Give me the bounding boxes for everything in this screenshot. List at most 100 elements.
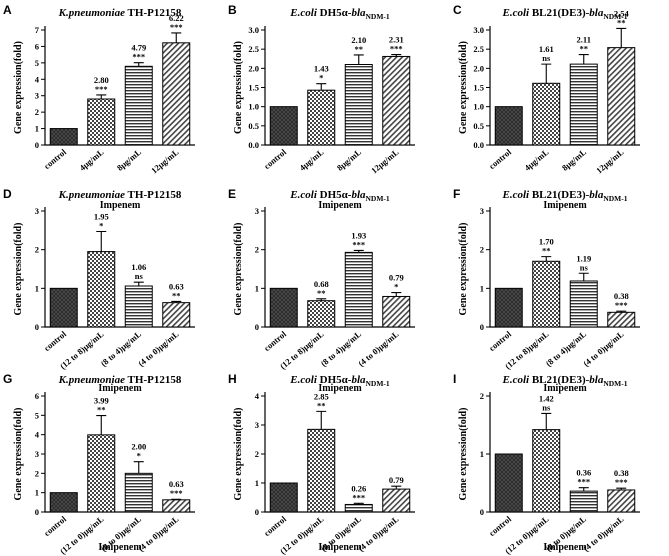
chart-title: E.coli DH5α-blaNDM-1: [289, 7, 390, 21]
significance-label: ***: [352, 492, 365, 502]
bar: [607, 47, 636, 146]
y-tick-label: 1: [480, 283, 484, 293]
bar: [87, 98, 116, 146]
significance-label: ns: [135, 271, 144, 281]
x-axis-label: Imipenem: [98, 542, 142, 553]
category-label: (4 to 0)μg/mL: [581, 514, 626, 554]
bar: [607, 489, 636, 513]
title-part: BL21(DE3)-: [529, 189, 590, 201]
significance-label: *: [394, 282, 398, 292]
error-bar: [353, 54, 364, 65]
value-label: 0.38: [614, 468, 629, 478]
panel-letter: C: [453, 3, 462, 17]
error-bar: [171, 32, 182, 43]
error-bar: [541, 63, 552, 84]
title-part: bla: [589, 374, 604, 386]
category-label: (4 to 0)μg/mL: [356, 514, 401, 554]
y-tick-label: 0.0: [248, 140, 259, 150]
bar: [162, 499, 191, 513]
panel-b: B E.coli DH5α-blaNDM-10.00.51.01.52.02.53…: [228, 3, 415, 211]
bar: [532, 429, 561, 513]
error-bar: [96, 230, 107, 252]
value-label: 6.22: [169, 13, 184, 23]
y-tick-label: 3: [480, 206, 484, 216]
panel-letter: F: [453, 187, 460, 201]
bar: [382, 488, 411, 513]
bar: [607, 311, 636, 328]
y-tick-label: 2.5: [473, 44, 484, 54]
y-tick-label: 2: [35, 107, 39, 117]
value-label: 2.54: [614, 8, 630, 18]
error-bar: [133, 62, 144, 67]
significance-label: ns: [542, 53, 551, 63]
value-label: 2.31: [389, 35, 404, 45]
y-tick-label: 1: [35, 488, 39, 498]
category-label: (4 to 0)μg/mL: [136, 514, 181, 554]
title-part: NDM-1: [366, 194, 390, 203]
y-axis-label: Gene expression(fold): [458, 408, 469, 501]
bar: [307, 89, 336, 146]
panel-a: A K.pneumoniae TH-P12158 0 1 2 3 4 5 6 7 Gene expr…: [3, 3, 195, 211]
x-axis-label: Imipenem: [318, 542, 362, 553]
category-label: control: [487, 328, 514, 353]
bar: [124, 285, 153, 328]
title-part: TH-P12158: [125, 374, 182, 386]
value-label: 0.79: [389, 273, 404, 283]
panel-letter: H: [228, 372, 237, 386]
category-label: control: [262, 328, 289, 353]
title-part: K.pneumoniae: [58, 7, 125, 19]
bar: [532, 82, 561, 146]
value-label: 2.11: [577, 35, 591, 45]
title-part: bla: [351, 374, 366, 386]
bar: [49, 287, 78, 328]
value-label: 2.85: [314, 391, 329, 401]
significance-label: **: [542, 246, 551, 256]
y-tick-label: 4: [255, 391, 260, 401]
title-part: bla: [351, 7, 366, 19]
y-tick-label: 0.5: [473, 121, 484, 131]
error-bar: [541, 412, 552, 430]
bar: [162, 302, 191, 328]
x-axis-label: Imipenem: [98, 383, 142, 394]
error-bar: [171, 300, 182, 303]
chart-title: K.pneumoniae TH-P12158: [58, 189, 182, 201]
y-tick-label: 0: [255, 322, 259, 332]
category-label: control: [42, 328, 69, 353]
bar: [162, 42, 191, 146]
y-tick-label: 0: [35, 140, 39, 150]
chart-title: E.coli DH5α-blaNDM-1: [289, 374, 390, 388]
y-tick-label: 0: [35, 507, 39, 517]
significance-label: **: [97, 405, 106, 415]
error-bar: [353, 502, 364, 505]
title-part: DH5α-: [317, 7, 352, 19]
title-part: NDM-1: [603, 194, 627, 203]
x-axis-label: Imipenem: [543, 200, 587, 211]
category-label: control: [487, 146, 514, 171]
error-bar: [391, 292, 402, 297]
y-tick-label: 2.0: [248, 63, 259, 73]
bar: [494, 106, 523, 146]
y-tick-label: 2: [35, 245, 39, 255]
bar: [307, 428, 336, 513]
title-part: E.coli: [501, 7, 530, 19]
y-tick-label: 7: [35, 25, 40, 35]
title-part: K.pneumoniae: [58, 189, 125, 201]
bar: [49, 128, 78, 146]
value-label: 0.63: [169, 479, 184, 489]
category-label: 4μg/mL: [77, 147, 105, 173]
bar: [49, 492, 78, 513]
y-tick-label: 6: [35, 41, 39, 51]
significance-label: ***: [95, 84, 108, 94]
title-part: NDM-1: [603, 379, 627, 388]
y-tick-label: 2: [480, 391, 484, 401]
bar: [532, 260, 561, 328]
significance-label: ***: [577, 477, 590, 487]
chart-title: K.pneumoniae TH-P12158: [58, 7, 182, 19]
y-tick-label: 3: [255, 206, 259, 216]
title-part: E.coli: [501, 189, 530, 201]
y-tick-label: 3: [35, 206, 39, 216]
y-axis-label: Gene expression(fold): [233, 223, 244, 316]
error-bar: [616, 27, 627, 48]
x-axis-label: Imipenem: [318, 200, 362, 211]
y-axis-label: Gene expression(fold): [13, 41, 24, 134]
